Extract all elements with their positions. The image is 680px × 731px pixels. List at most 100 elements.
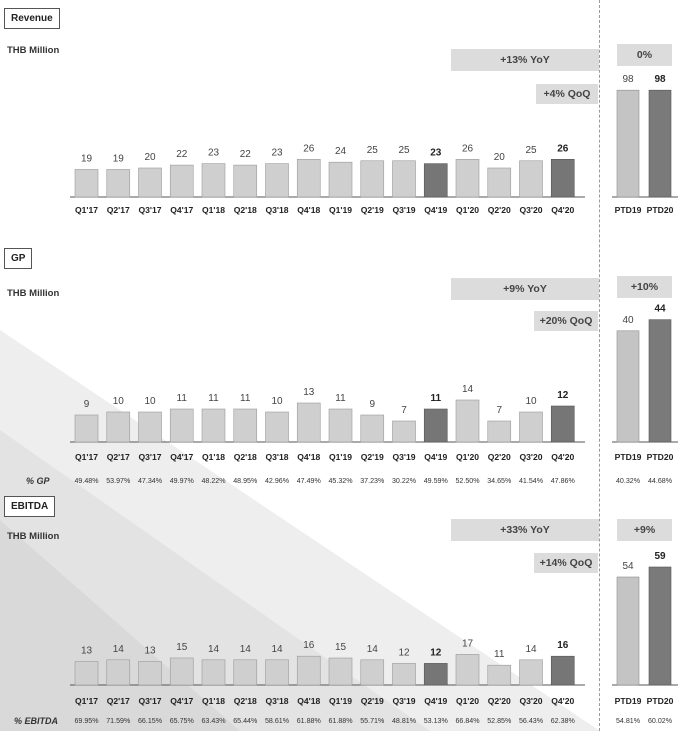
ytd-margin-value: 54.81% [616, 717, 641, 725]
bar [519, 659, 543, 686]
margin-value: 53.97% [106, 477, 131, 485]
category-tick-label: Q2'18 [234, 205, 257, 215]
panel-title-gp: GP [4, 248, 33, 269]
data-label: 10 [271, 396, 283, 407]
data-label: 10 [144, 396, 156, 407]
bar [423, 663, 448, 686]
data-label: 11 [335, 393, 346, 404]
data-label: 12 [398, 647, 410, 658]
category-tick-label: Q3'19 [392, 452, 415, 462]
bar [455, 399, 480, 443]
bar [455, 159, 480, 198]
bar [265, 411, 289, 443]
bar [201, 659, 226, 686]
ytd-margin-value: 40.32% [616, 477, 641, 485]
margin-value: 49.97% [170, 477, 195, 485]
data-label: 16 [557, 640, 569, 651]
margin-value: 71.59% [106, 717, 131, 725]
bar [423, 408, 448, 443]
margin-value: 65.75% [170, 717, 195, 725]
data-label: 14 [113, 644, 125, 655]
margin-value: 52.85% [487, 717, 512, 725]
ytd-data-label: 40 [622, 315, 634, 326]
ytd-bar [616, 89, 640, 198]
category-tick-label: Q1'19 [329, 205, 352, 215]
category-tick-label: Q2'19 [361, 452, 384, 462]
ytd-bar [648, 566, 672, 686]
data-label: 10 [525, 396, 537, 407]
qoq-badge: +14% QoQ [534, 553, 598, 573]
data-label: 13 [81, 646, 93, 657]
category-tick-label: Q2'17 [107, 205, 130, 215]
data-label: 19 [81, 153, 93, 164]
margin-value: 63.43% [201, 717, 226, 725]
category-tick-label: Q2'18 [234, 696, 257, 706]
category-tick-label: Q2'19 [361, 205, 384, 215]
bar [487, 167, 512, 198]
ytd-margin-value: 44.68% [648, 477, 673, 485]
category-tick-label: Q1'20 [456, 205, 479, 215]
ytd-bar [648, 319, 672, 443]
data-label: 9 [84, 399, 90, 410]
bar [233, 408, 258, 443]
ytd-tick-label: PTD19 [615, 696, 642, 706]
ytd-tick-label: PTD20 [647, 205, 674, 215]
margin-value: 42.96% [265, 477, 290, 485]
ytd-data-label: 54 [622, 561, 634, 572]
bar [487, 420, 512, 443]
category-tick-label: Q3'18 [265, 452, 288, 462]
ytd-divider [599, 0, 600, 731]
margin-value: 48.95% [233, 477, 258, 485]
bar [74, 661, 99, 686]
data-label: 11 [240, 393, 251, 404]
data-label: 11 [430, 393, 441, 404]
category-tick-label: Q2'18 [234, 452, 257, 462]
category-tick-label: Q2'20 [488, 696, 511, 706]
ytd-change-badge: +9% [617, 519, 672, 541]
bar [265, 659, 289, 686]
margin-value: 47.49% [297, 477, 322, 485]
ytd-bar [616, 330, 640, 443]
data-label: 12 [557, 390, 569, 401]
ytd-margin-value: 60.02% [648, 717, 673, 725]
yoy-badge: +9% YoY [451, 278, 599, 300]
bar [519, 160, 543, 198]
category-tick-label: Q4'19 [424, 452, 447, 462]
category-tick-label: Q2'20 [488, 452, 511, 462]
bar [487, 664, 512, 686]
category-tick-label: Q1'17 [75, 452, 98, 462]
margin-value: 66.15% [138, 717, 163, 725]
ytd-change-badge: +10% [617, 276, 672, 298]
data-label: 25 [367, 145, 379, 156]
unit-label: THB Million [7, 531, 60, 542]
data-label: 26 [303, 143, 315, 154]
bar [519, 411, 543, 443]
category-tick-label: Q3'17 [138, 205, 161, 215]
data-label: 14 [240, 644, 252, 655]
category-tick-label: Q3'20 [519, 452, 542, 462]
ytd-bar [616, 576, 640, 686]
margin-value: 37.23% [360, 477, 385, 485]
bar [265, 163, 289, 198]
margin-value: 56.43% [519, 717, 544, 725]
category-tick-label: Q1'18 [202, 452, 225, 462]
data-label: 23 [208, 148, 220, 159]
margin-value: 58.61% [265, 717, 290, 725]
data-label: 14 [462, 384, 474, 395]
bar [360, 659, 385, 686]
bar [296, 159, 321, 198]
bar [328, 161, 353, 198]
panel-title-ebitda: EBITDA [4, 496, 56, 517]
qoq-badge: +20% QoQ [534, 311, 598, 331]
category-tick-label: Q4'17 [170, 452, 193, 462]
category-tick-label: Q2'19 [361, 696, 384, 706]
category-tick-label: Q3'17 [138, 696, 161, 706]
margin-value: 66.84% [455, 717, 480, 725]
category-tick-label: Q4'17 [170, 696, 193, 706]
data-label: 23 [271, 148, 283, 159]
revenue-chart: 19 Q1'17 19 Q2'17 20 Q3'17 22 Q4'17 23 Q1'18 22 Q2'… [70, 74, 678, 215]
category-tick-label: Q3'19 [392, 205, 415, 215]
margin-value: 45.32% [328, 477, 353, 485]
category-tick-label: Q1'19 [329, 452, 352, 462]
data-label: 22 [176, 149, 188, 160]
